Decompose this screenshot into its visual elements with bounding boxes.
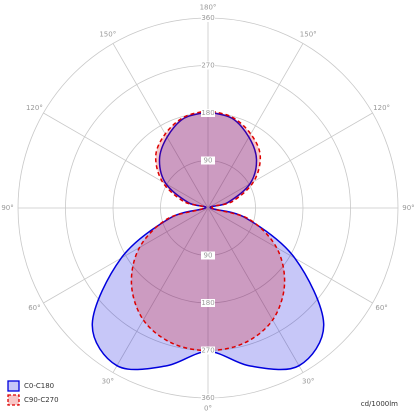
angle-label: 120° — [26, 104, 43, 112]
label-bg — [201, 61, 215, 70]
r-tick-label: 90 — [204, 252, 213, 260]
unit-label: cd/1000lm — [361, 400, 398, 408]
label-bg — [201, 109, 215, 117]
r-tick-label: 180 — [201, 109, 214, 117]
label-bg — [201, 299, 215, 307]
label-bg — [201, 346, 215, 355]
angle-label: 150° — [300, 30, 317, 38]
legend-label: C90-C270 — [24, 396, 59, 404]
angle-label: 30° — [302, 378, 314, 386]
legend-label: C0-C180 — [24, 382, 54, 390]
angle-label: 0° — [204, 404, 212, 412]
legend: C0-C180 C90-C270 — [7, 380, 59, 406]
label-bg — [201, 156, 215, 165]
label-bg — [201, 394, 215, 402]
angle-label: 90° — [402, 204, 414, 212]
labels: 0° 30° 30° 60° 60° 90° 90° 120° 120° 150° 150° 180°… — [1, 4, 414, 413]
r-tick-label: 90 — [204, 157, 213, 165]
r-tick-label: 360 — [201, 14, 214, 22]
angle-label: 60° — [28, 304, 40, 312]
label-bg — [201, 14, 215, 22]
legend-swatch — [7, 380, 20, 392]
angle-label: 60° — [375, 304, 387, 312]
legend-swatch — [7, 394, 20, 406]
label-bg — [201, 251, 215, 260]
angle-label: 90° — [1, 204, 13, 212]
angle-label: 150° — [99, 30, 116, 38]
angle-label: 30° — [102, 378, 114, 386]
r-tick-label: 360 — [201, 394, 214, 402]
angle-label: 180° — [200, 4, 217, 12]
angle-label: 120° — [373, 104, 390, 112]
r-tick-label: 270 — [201, 347, 214, 355]
r-tick-label: 180 — [201, 299, 214, 307]
r-tick-label: 270 — [201, 62, 214, 70]
